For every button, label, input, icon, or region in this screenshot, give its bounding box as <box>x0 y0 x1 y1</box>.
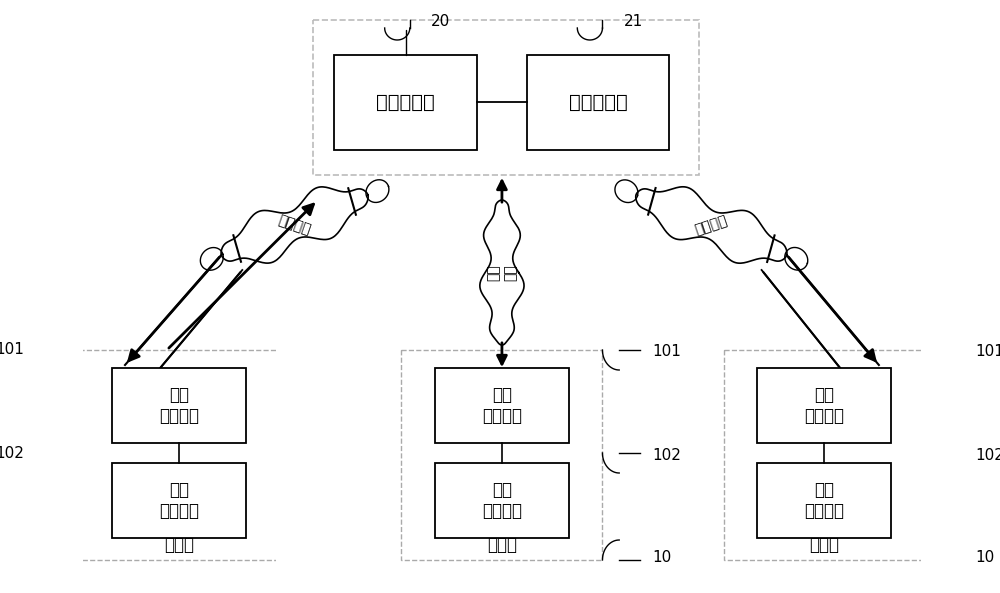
Text: 102: 102 <box>975 448 1000 463</box>
Bar <box>112 463 246 538</box>
Text: 21: 21 <box>623 14 643 30</box>
Text: 102: 102 <box>653 448 682 463</box>
Text: 101: 101 <box>653 345 682 359</box>
Text: 101: 101 <box>0 343 24 358</box>
Text: 101: 101 <box>975 345 1000 359</box>
Text: 主用
远动主机: 主用 远动主机 <box>804 386 844 425</box>
Bar <box>527 55 669 150</box>
Text: 主用
远动主机: 主用 远动主机 <box>482 386 522 425</box>
Polygon shape <box>221 187 368 263</box>
Bar <box>313 20 699 175</box>
Text: 换流站: 换流站 <box>487 536 517 554</box>
Text: 102: 102 <box>330 448 359 463</box>
Text: 备用服务器: 备用服务器 <box>569 93 628 112</box>
Polygon shape <box>785 247 808 270</box>
Text: 网络连接: 网络连接 <box>693 213 729 237</box>
Text: 备用
远动主机: 备用 远动主机 <box>159 481 199 520</box>
Text: 备用
远动主机: 备用 远动主机 <box>804 481 844 520</box>
Text: 网络
传输: 网络 传输 <box>487 264 517 281</box>
Text: 换流站: 换流站 <box>809 536 839 554</box>
Bar <box>276 340 360 570</box>
Bar <box>757 463 891 538</box>
Text: 10: 10 <box>330 550 349 566</box>
Text: 20: 20 <box>431 14 450 30</box>
Text: 备用
远动主机: 备用 远动主机 <box>482 481 522 520</box>
Bar <box>112 368 246 443</box>
Text: 10: 10 <box>975 550 994 566</box>
Polygon shape <box>366 180 389 202</box>
Text: 主用
远动主机: 主用 远动主机 <box>159 386 199 425</box>
Polygon shape <box>615 180 638 203</box>
Text: 10: 10 <box>653 550 672 566</box>
Text: 网络连接: 网络连接 <box>277 213 313 237</box>
Text: 102: 102 <box>0 445 24 461</box>
Bar <box>435 368 569 443</box>
Text: 主用服务器: 主用服务器 <box>376 93 435 112</box>
Text: 换流站: 换流站 <box>164 536 194 554</box>
Bar <box>79 350 280 560</box>
Bar <box>401 350 602 560</box>
Bar <box>334 55 477 150</box>
Bar <box>435 463 569 538</box>
Polygon shape <box>480 200 524 345</box>
Bar <box>757 368 891 443</box>
Bar <box>724 350 925 560</box>
Polygon shape <box>636 187 787 263</box>
Polygon shape <box>200 247 223 270</box>
Text: 101: 101 <box>330 345 359 359</box>
